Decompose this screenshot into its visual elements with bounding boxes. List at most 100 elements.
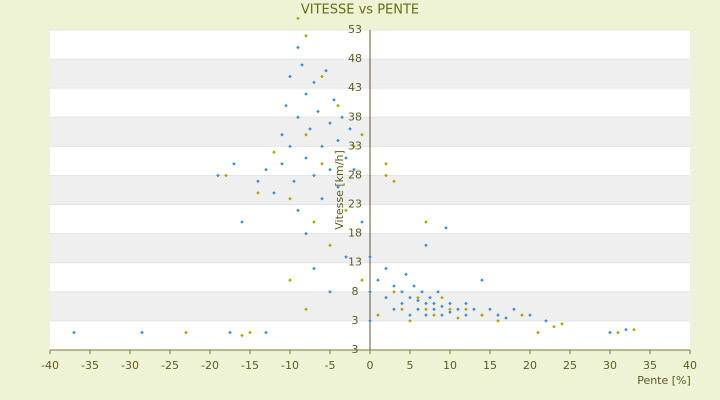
point bbox=[328, 290, 332, 294]
x-tick-label: -30 bbox=[121, 359, 139, 372]
y-tick-label: 23 bbox=[348, 198, 362, 211]
point bbox=[344, 208, 348, 213]
point bbox=[264, 167, 268, 172]
point bbox=[296, 45, 300, 50]
point bbox=[384, 173, 388, 178]
point bbox=[536, 330, 540, 335]
point bbox=[312, 220, 316, 224]
point bbox=[544, 319, 548, 323]
point bbox=[512, 307, 516, 312]
point bbox=[560, 322, 564, 326]
point bbox=[432, 313, 436, 317]
y-tick-label: 3 bbox=[352, 343, 359, 356]
point bbox=[312, 266, 316, 271]
point bbox=[312, 173, 316, 178]
point bbox=[384, 266, 388, 271]
grid bbox=[49, 29, 691, 354]
point bbox=[424, 301, 428, 306]
point bbox=[272, 191, 276, 195]
point bbox=[376, 278, 380, 282]
point bbox=[384, 295, 388, 300]
point bbox=[224, 173, 228, 178]
point bbox=[348, 127, 352, 131]
x-tick-label: 15 bbox=[483, 359, 497, 372]
point bbox=[288, 144, 292, 149]
point bbox=[300, 63, 304, 67]
point bbox=[424, 313, 428, 317]
point bbox=[336, 138, 340, 143]
point bbox=[440, 313, 444, 317]
point bbox=[408, 319, 412, 323]
point bbox=[632, 327, 636, 332]
point bbox=[424, 220, 428, 224]
point bbox=[432, 301, 436, 306]
point bbox=[336, 103, 340, 108]
point bbox=[272, 150, 276, 154]
point bbox=[480, 278, 484, 282]
x-tick-label: 25 bbox=[563, 359, 577, 372]
point bbox=[360, 132, 364, 137]
point bbox=[240, 220, 244, 224]
x-tick-label: -15 bbox=[241, 359, 259, 372]
y-tick-label: 43 bbox=[348, 81, 362, 94]
point bbox=[328, 121, 332, 125]
point bbox=[332, 98, 336, 102]
point bbox=[400, 301, 404, 306]
x-tick-label: 0 bbox=[367, 359, 374, 372]
y-tick-label: 3 bbox=[352, 314, 359, 327]
point bbox=[408, 313, 412, 317]
point bbox=[368, 319, 372, 323]
x-axis-title: Pente [%] bbox=[637, 374, 691, 387]
point bbox=[368, 255, 372, 259]
point bbox=[296, 208, 300, 213]
point bbox=[432, 307, 436, 312]
point bbox=[404, 272, 408, 277]
point bbox=[416, 307, 420, 312]
point bbox=[412, 284, 416, 288]
point bbox=[288, 74, 292, 79]
x-tick-label: 10 bbox=[443, 359, 457, 372]
point bbox=[480, 313, 484, 317]
point bbox=[248, 330, 252, 335]
point bbox=[288, 196, 292, 201]
x-tick-label: 5 bbox=[407, 359, 414, 372]
point bbox=[184, 330, 188, 335]
point bbox=[340, 115, 344, 120]
point bbox=[360, 220, 364, 224]
chart-title: VITESSE vs PENTE bbox=[301, 3, 419, 18]
point bbox=[312, 80, 316, 85]
point bbox=[384, 162, 388, 166]
point bbox=[320, 144, 324, 149]
point bbox=[448, 301, 452, 306]
y-tick-label: 48 bbox=[348, 52, 362, 65]
y-tick-label: 13 bbox=[348, 256, 362, 269]
point bbox=[408, 295, 412, 300]
x-tick-label: 40 bbox=[683, 359, 697, 372]
point bbox=[392, 290, 396, 294]
point bbox=[284, 103, 288, 108]
point bbox=[424, 307, 428, 312]
x-tick-label: -40 bbox=[41, 359, 59, 372]
point bbox=[304, 92, 308, 96]
point bbox=[436, 290, 440, 294]
point bbox=[504, 316, 508, 320]
x-tick-label: -10 bbox=[281, 359, 299, 372]
point bbox=[304, 307, 308, 312]
point bbox=[444, 226, 448, 230]
point bbox=[376, 313, 380, 317]
point bbox=[616, 330, 620, 335]
point bbox=[344, 255, 348, 259]
point bbox=[296, 115, 300, 120]
y-tick-label: 33 bbox=[348, 139, 362, 152]
y-tick-label: 18 bbox=[348, 227, 362, 240]
point bbox=[352, 144, 356, 149]
point bbox=[392, 307, 396, 312]
x-tick-label: 30 bbox=[603, 359, 617, 372]
point bbox=[232, 162, 236, 166]
y-tick-label: 38 bbox=[348, 110, 362, 123]
point bbox=[488, 307, 492, 312]
point bbox=[280, 162, 284, 166]
point bbox=[528, 313, 532, 317]
point bbox=[440, 304, 444, 309]
